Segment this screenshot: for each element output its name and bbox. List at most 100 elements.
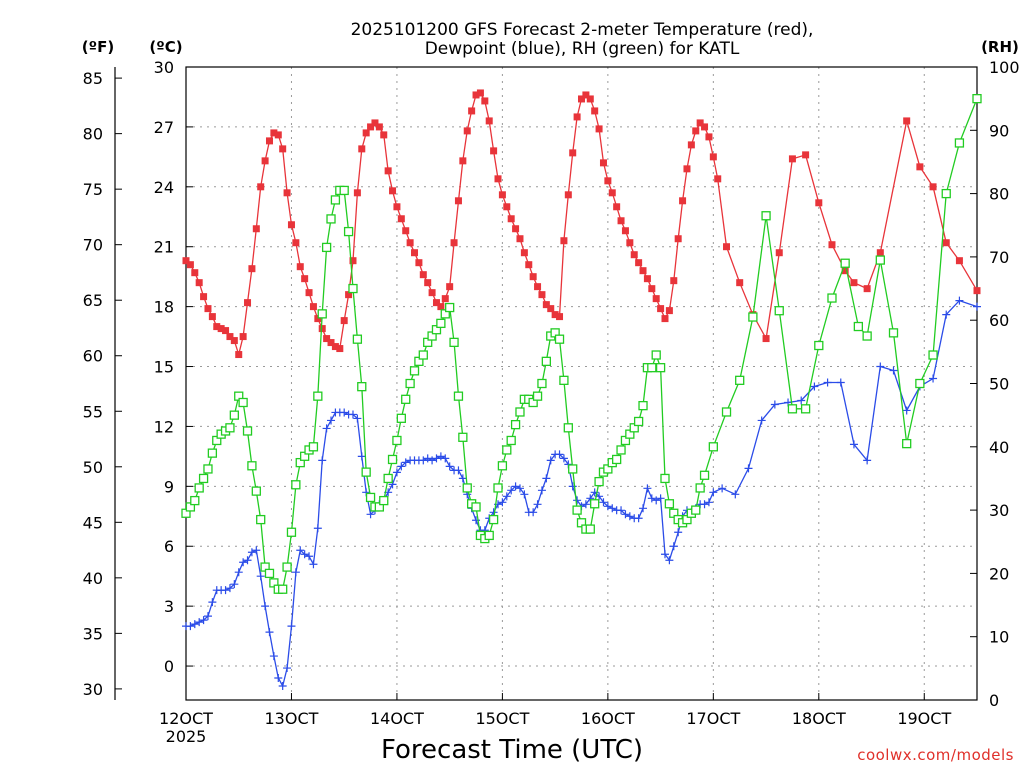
temperature-point xyxy=(213,323,221,331)
rh-point xyxy=(572,505,582,515)
dewpoint-point xyxy=(674,528,683,537)
temperature-point xyxy=(222,327,230,335)
fahrenheit-tick-label: 75 xyxy=(83,180,103,199)
dewpoint-point xyxy=(203,612,212,621)
fahrenheit-tick-label: 50 xyxy=(83,458,103,477)
temperature-point xyxy=(547,305,555,313)
temperature-point xyxy=(380,131,388,139)
temperature-point xyxy=(674,235,682,243)
temperature-point xyxy=(248,265,256,273)
rh-point xyxy=(242,426,253,436)
temperature-point xyxy=(340,317,348,325)
celsius-tick-label: 21 xyxy=(154,238,174,257)
temperature-point xyxy=(292,239,300,247)
dewpoint-point xyxy=(639,504,648,513)
dewpoint-point xyxy=(955,296,964,305)
temperature-point xyxy=(498,191,506,199)
rh-point xyxy=(888,328,899,338)
temperature-point xyxy=(683,165,691,173)
rh-tick-label: 20 xyxy=(989,564,1009,583)
temperature-point xyxy=(507,215,515,223)
dewpoint-point xyxy=(348,410,357,419)
dewpoint-point xyxy=(709,488,718,497)
rh-point xyxy=(541,356,551,366)
temperature-point xyxy=(613,203,621,211)
rh-tick-label: 50 xyxy=(989,375,1009,394)
temperature-point xyxy=(578,95,585,103)
dewpoint-point xyxy=(546,456,555,465)
rh-tick-label: 90 xyxy=(989,121,1009,140)
rh-point xyxy=(256,514,266,525)
dewpoint-point xyxy=(322,424,331,433)
rh-point xyxy=(875,255,885,265)
dewpoint-point xyxy=(537,486,546,495)
temperature-point xyxy=(876,249,884,257)
rh-point xyxy=(339,185,349,196)
rh-tick-label: 60 xyxy=(989,311,1009,330)
rh-point xyxy=(357,382,367,392)
rh-point xyxy=(853,321,863,332)
fahrenheit-unit-label: (ºF) xyxy=(82,38,114,56)
rh-point xyxy=(194,483,204,493)
rh-point xyxy=(326,214,336,224)
rh-point xyxy=(471,502,481,512)
rh-point xyxy=(748,312,758,322)
rh-point xyxy=(721,407,732,417)
temperature-point xyxy=(468,107,476,115)
dewpoint-point xyxy=(498,498,507,507)
rh-point xyxy=(814,340,824,351)
dewpoint-point xyxy=(353,414,362,423)
temperature-point xyxy=(331,343,339,351)
series-2-meter-temperature xyxy=(182,89,981,359)
rh-point xyxy=(198,473,209,484)
temperature-point xyxy=(261,157,269,165)
dewpoint-point xyxy=(436,452,445,461)
rh-tick-label: 100 xyxy=(989,58,1020,77)
x-tick-label: 16OCT xyxy=(581,709,635,728)
rh-point xyxy=(365,492,376,503)
temperature-point xyxy=(375,123,383,131)
temperature-point xyxy=(309,303,317,311)
dewpoint-point xyxy=(502,492,511,501)
temperature-point xyxy=(591,107,599,115)
rh-point xyxy=(510,419,521,430)
dewpoint-point xyxy=(757,416,766,425)
temperature-point xyxy=(705,133,713,141)
temperature-point xyxy=(687,141,695,149)
rh-point xyxy=(515,407,525,417)
temperature-point xyxy=(476,89,484,97)
rh-point xyxy=(902,438,912,449)
dewpoint-point xyxy=(669,542,678,551)
rh-tick-label: 40 xyxy=(989,438,1009,457)
rh-point xyxy=(308,442,319,452)
rh-point xyxy=(207,448,218,458)
celsius-tick-label: 12 xyxy=(154,417,174,436)
x-tick-label: 19OCT xyxy=(897,709,951,728)
rh-point xyxy=(506,435,516,446)
series-line xyxy=(185,92,978,357)
dewpoint-point xyxy=(274,674,283,683)
dewpoint-point xyxy=(608,504,617,513)
fahrenheit-tick-label: 45 xyxy=(83,513,103,532)
series-dewpoint xyxy=(182,296,981,691)
series-line xyxy=(186,299,978,688)
dewpoint-point xyxy=(208,598,217,607)
rh-point xyxy=(651,350,661,360)
rh-point xyxy=(484,530,494,541)
temperature-point xyxy=(226,333,234,341)
dewpoint-point xyxy=(401,458,410,467)
dewpoint-point xyxy=(603,502,612,511)
rh-point xyxy=(396,413,406,423)
rh-point xyxy=(264,568,275,579)
temperature-point xyxy=(446,283,454,291)
rh-point xyxy=(238,397,248,408)
fahrenheit-tick-label: 40 xyxy=(83,569,103,588)
dewpoint-point xyxy=(340,408,349,417)
dewpoint-point xyxy=(234,568,243,577)
fahrenheit-tick-label: 70 xyxy=(83,236,103,255)
series-layer xyxy=(181,89,982,691)
rh-point xyxy=(317,309,327,319)
temperature-point xyxy=(635,259,643,267)
temperature-point xyxy=(389,187,397,195)
temperature-point xyxy=(503,203,511,211)
